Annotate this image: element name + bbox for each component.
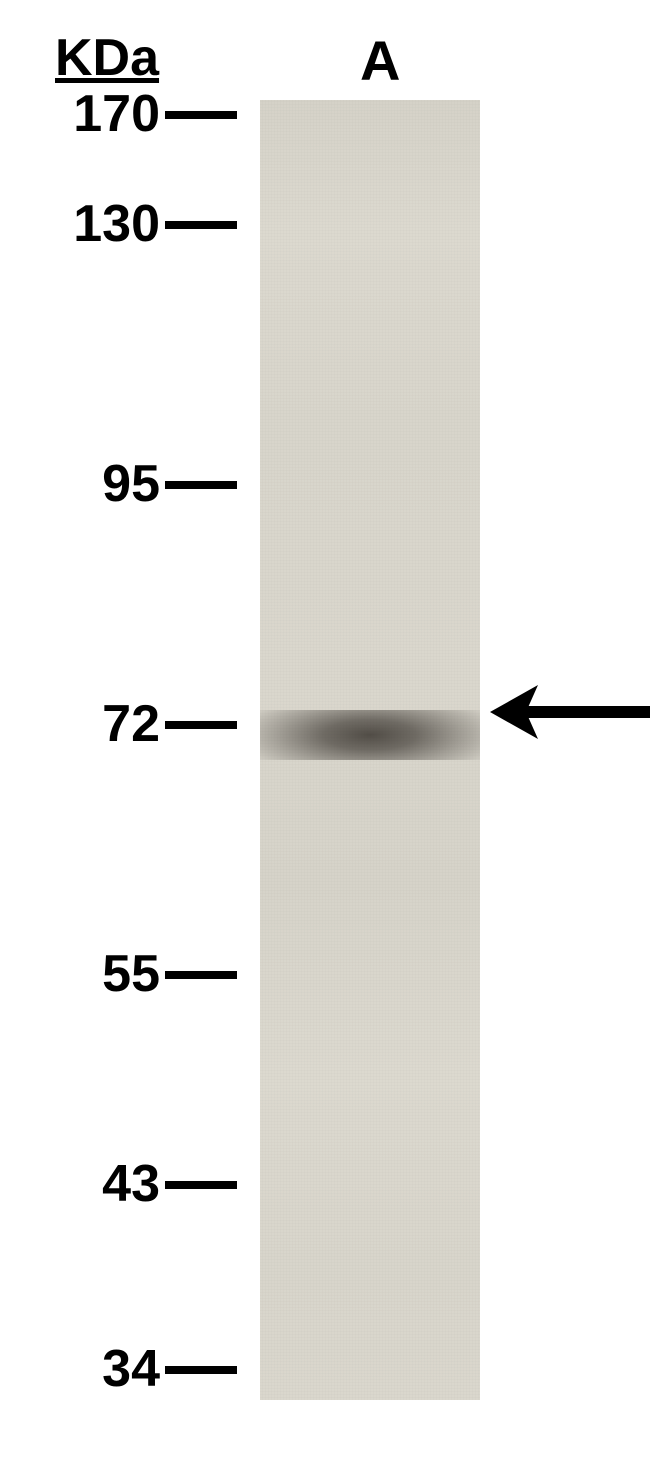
marker-label-2: 95 bbox=[0, 454, 160, 514]
marker-label-0: 170 bbox=[0, 84, 160, 144]
marker-label-5: 43 bbox=[0, 1154, 160, 1214]
marker-label-4: 55 bbox=[0, 944, 160, 1004]
arrow-shape bbox=[490, 685, 650, 739]
marker-tick-6 bbox=[165, 1366, 237, 1374]
lane-a-label: A bbox=[360, 28, 400, 93]
marker-tick-0 bbox=[165, 111, 237, 119]
marker-tick-1 bbox=[165, 221, 237, 229]
marker-tick-2 bbox=[165, 481, 237, 489]
protein-band-0 bbox=[260, 710, 480, 760]
marker-label-1: 130 bbox=[0, 194, 160, 254]
unit-label: KDa bbox=[55, 28, 159, 88]
marker-tick-3 bbox=[165, 721, 237, 729]
marker-tick-5 bbox=[165, 1181, 237, 1189]
marker-tick-4 bbox=[165, 971, 237, 979]
marker-label-3: 72 bbox=[0, 694, 160, 754]
marker-label-6: 34 bbox=[0, 1339, 160, 1399]
blot-lane-a bbox=[260, 100, 480, 1400]
band-arrow-icon bbox=[490, 680, 650, 744]
western-blot-diagram: KDa A 170 130 95 72 55 43 34 bbox=[0, 0, 650, 1470]
